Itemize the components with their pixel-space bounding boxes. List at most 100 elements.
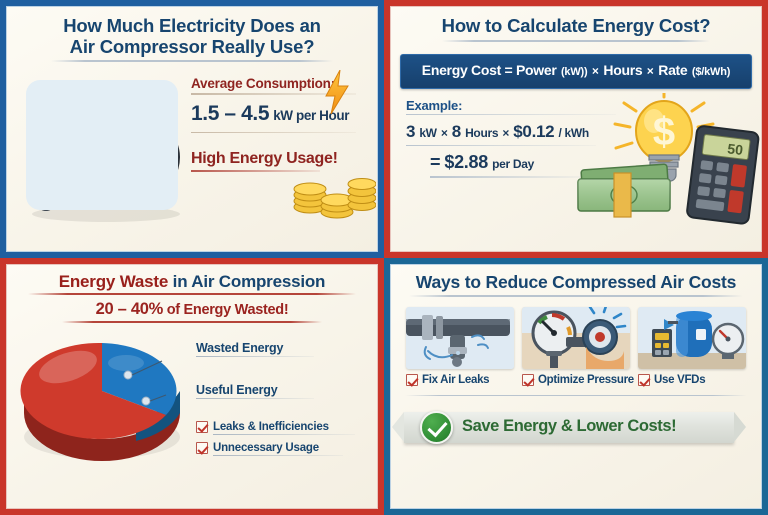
cash-stack (577, 163, 671, 218)
formula-part-3: Rate (658, 61, 688, 78)
calculator-display-value: 50 (726, 140, 744, 158)
check-item-leaks[interactable]: Leaks & Inefficiencies (196, 420, 372, 433)
example-divider (406, 113, 616, 116)
reduce-costs-divider (404, 395, 748, 397)
high-energy-usage-text: High Energy Usage! (191, 150, 338, 168)
panel-energy-cost: How to Calculate Energy Cost? Energy Cos… (384, 0, 768, 258)
title-line-2: Air Compressor Really Use? (69, 35, 315, 57)
reduce-costs-title-divider (408, 295, 744, 298)
calc-power-unit: kW (419, 126, 437, 141)
banner-text: Save Energy & Lower Costs! (462, 417, 677, 436)
average-consumption-underline (191, 93, 356, 95)
energy-waste-title: Energy Waste in Air Compression (6, 264, 378, 291)
energy-waste-content: Wasted Energy Useful Energy Leaks & Inef… (6, 327, 378, 471)
tip-text-optimize-pressure: Optimize Pressure (538, 374, 634, 387)
checkbox-checked-icon[interactable] (406, 374, 418, 387)
checkbox-checked-icon[interactable] (638, 374, 650, 387)
title-line-1: How Much Electricity Does an (63, 15, 321, 36)
energy-waste-legend: Wasted Energy Useful Energy Leaks & Inef… (196, 341, 372, 457)
energy-waste-title-red: Energy Waste (58, 271, 169, 291)
calc-rate-unit: / kWh (558, 126, 589, 141)
calc-rate-value: $0.12 (513, 122, 555, 142)
electricity-use-title: How Much Electricity Does an Air Compres… (6, 6, 378, 57)
panel-electricity-use-body: How Much Electricity Does an Air Compres… (6, 6, 378, 252)
checkbox-checked-icon[interactable] (522, 374, 534, 387)
formula-part-1: Energy Cost = Power (421, 61, 557, 78)
tip-use-vfds[interactable]: Use VFDs (638, 307, 746, 387)
checkbox-checked-icon[interactable] (196, 442, 208, 455)
tip-text-fix-air-leaks: Fix Air Leaks (422, 374, 490, 387)
panel-reduce-costs: Ways to Reduce Compressed Air Costs (384, 257, 768, 515)
leaking-pipe-icon (406, 307, 514, 370)
tip-text-use-vfds: Use VFDs (654, 374, 706, 387)
legend-item-wasted-energy: Wasted Energy (196, 341, 372, 357)
svg-text:$: $ (653, 110, 675, 154)
reduce-costs-tips: Fix Air Leaks (400, 307, 752, 387)
energy-waste-subtitle-divider (61, 320, 323, 323)
coin-stacks-icon (292, 165, 377, 224)
banner-ribbon-shape (392, 412, 746, 444)
panel-energy-cost-body: How to Calculate Energy Cost? Energy Cos… (390, 6, 762, 252)
consumption-value-underline (191, 131, 356, 134)
legend-underline-wasted (196, 355, 314, 357)
consumption-unit: kW per Hour (273, 107, 350, 123)
average-consumption-value: 1.5 – 4.5 kW per Hour (191, 102, 370, 126)
tip-label-use-vfds: Use VFDs (638, 374, 746, 387)
tip-optimize-pressure[interactable]: Optimize Pressure (522, 307, 634, 387)
energy-cost-illustration: $ (574, 91, 762, 230)
check-underline-unnecessary (213, 455, 343, 457)
result-equals: = (430, 152, 441, 173)
pressure-gauge-icon (522, 307, 630, 370)
electricity-use-content: Average Consumption: 1.5 – 4.5 kW per Ho… (6, 62, 378, 234)
calculation-divider (406, 145, 596, 147)
check-label-leaks: Leaks & Inefficiencies (213, 420, 329, 433)
check-underline-leaks (213, 433, 355, 436)
waste-percentage-caption: of Energy Wasted! (166, 301, 289, 318)
calculator: 50 (686, 124, 760, 225)
energy-waste-title-divider (28, 292, 356, 295)
panel-energy-waste-body: Energy Waste in Air Compression 20 – 40%… (6, 263, 378, 509)
calculation-line: 3 kW × 8 Hours × $0.12 / kWh (406, 122, 762, 142)
energy-waste-checklist: Leaks & Inefficiencies Unnecessary Usage (196, 420, 372, 457)
lightning-bolt-icon (324, 70, 350, 119)
panel-energy-waste: Energy Waste in Air Compression 20 – 40%… (0, 257, 384, 515)
formula-operator-2: × (646, 63, 654, 78)
legend-label-wasted: Wasted Energy (196, 340, 284, 355)
consumption-stats: Average Consumption: 1.5 – 4.5 kW per Ho… (191, 76, 370, 172)
waste-percentage: 20 – 40% (95, 299, 164, 318)
high-energy-underline (191, 170, 320, 172)
checkbox-checked-icon[interactable] (196, 420, 208, 433)
pie-chart-svg (20, 342, 180, 461)
calc-power-value: 3 (406, 122, 416, 142)
calc-operator-1: × (440, 126, 448, 141)
formula-unit-kw: (kW)) (560, 65, 588, 78)
legend-underline-useful (196, 397, 314, 399)
tip-label-optimize-pressure: Optimize Pressure (522, 374, 634, 387)
check-item-unnecessary-usage[interactable]: Unnecessary Usage (196, 442, 372, 455)
consumption-range: 1.5 – 4.5 (191, 101, 270, 125)
check-label-unnecessary: Unnecessary Usage (213, 442, 319, 455)
energy-waste-pie-chart (16, 323, 192, 474)
legend-item-useful-energy: Useful Energy (196, 383, 372, 399)
energy-waste-title-blue: in Air Compression (172, 271, 326, 291)
tip-fix-air-leaks[interactable]: Fix Air Leaks (406, 307, 514, 387)
result-unit: per Day (492, 157, 534, 172)
energy-cost-title-divider (442, 39, 710, 42)
example-label: Example: (406, 97, 463, 113)
formula-unit-rate: ($/kWh) (691, 65, 731, 78)
title-divider (50, 60, 334, 63)
calc-operator-2: × (502, 126, 510, 141)
calc-hours-unit: Hours (465, 126, 499, 141)
illustration-backdrop (26, 80, 178, 211)
air-compressor-illustration (14, 68, 192, 230)
formula-part-2: Hours (603, 61, 643, 78)
result-line: = $2.88 per Day (430, 152, 762, 173)
energy-cost-formula-bar: Energy Cost = Power (kW)) × Hours × Rate… (400, 53, 752, 89)
panel-reduce-costs-body: Ways to Reduce Compressed Air Costs (390, 263, 762, 509)
panel-electricity-use: How Much Electricity Does an Air Compres… (0, 0, 384, 258)
green-check-circle-icon (420, 411, 453, 445)
save-energy-banner: Save Energy & Lower Costs! (392, 408, 754, 448)
formula-operator-1: × (591, 63, 599, 78)
vfd-compressor-icon (638, 307, 746, 370)
